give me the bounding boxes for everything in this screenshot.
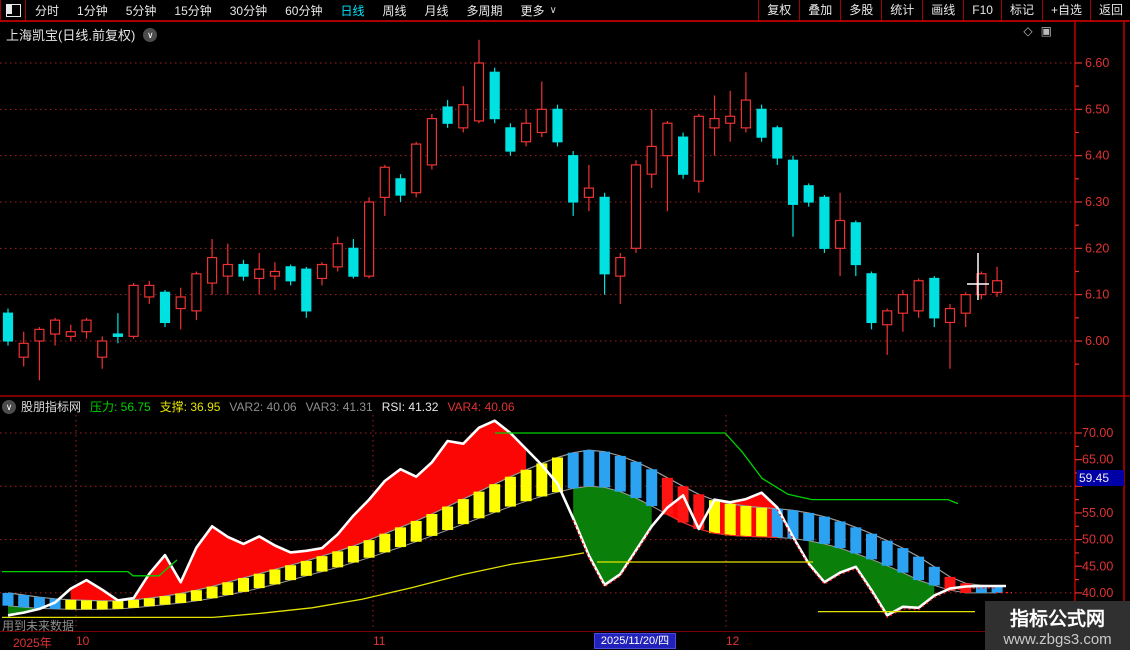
stock-title-row: 上海凯宝(日线.前复权) ∨ [6,25,158,44]
price-axis-label: 6.60 [1085,56,1109,70]
period-tab[interactable]: 更多 [520,3,545,18]
indicator-axis-label: 45.00 [1082,559,1113,573]
chart-corner-icons: ◇▣ [1023,24,1060,38]
toolbar-button[interactable]: 叠加 [799,0,840,20]
title-dropdown-icon[interactable]: ∨ [143,27,158,42]
period-tabs: 分时 1分钟 5分钟 15分钟 30分钟 60分钟 日线 周线 月线 多周期 更多 [26,2,554,19]
price-axis-label: 6.30 [1085,195,1109,209]
watermark: 指标公式网 www.zbgs3.com [985,601,1130,650]
toolbar-button[interactable]: 返回 [1089,0,1130,20]
indicator-field: 压力: 56.75 [90,400,151,414]
indicator-axis-label: 50.00 [1082,533,1113,547]
price-axis-label: 6.20 [1085,241,1109,255]
indicator-source: 股朋指标网 [21,400,82,414]
price-axis-label: 6.50 [1085,102,1109,116]
indicator-axis-label: 55.00 [1082,506,1113,520]
period-tab[interactable]: 15分钟 [174,3,212,18]
toolbar-button[interactable]: 画线 [922,0,963,20]
chevron-down-icon[interactable]: ∨ [549,4,557,16]
toolbar-button[interactable]: 多股 [840,0,881,20]
watermark-url: www.zbgs3.com [1003,631,1112,648]
indicator-value-tag: 59.45 [1077,470,1124,486]
toolbar-button[interactable]: +自选 [1041,0,1090,20]
indicator-field: VAR4: 40.06 [447,400,515,414]
period-tab[interactable]: 60分钟 [285,3,323,18]
period-tab[interactable]: 1分钟 [77,3,108,18]
price-axis-label: 6.40 [1085,149,1109,163]
price-axis-label: 6.10 [1085,288,1109,302]
indicator-axis-label: 70.00 [1082,426,1113,440]
timeline-month: 10 [76,634,90,648]
indicator-field: VAR2: 40.06 [229,400,297,414]
indicator-values: 压力: 56.75 支撑: 36.95 VAR2: 40.06 VAR3: 41.31… [90,398,524,415]
toolbar-button[interactable]: 统计 [881,0,922,20]
selected-date-badge: 2025/11/20/四 [594,633,676,649]
timeline-month: 12 [726,634,740,648]
toolbar-button[interactable]: 复权 [758,0,799,20]
period-tab[interactable]: 周线 [382,3,407,18]
indicator-header: ∨ 股朋指标网 压力: 56.75 支撑: 36.95 VAR2: 40.06 VAR… [2,398,524,415]
top-toolbar: 分时 1分钟 5分钟 15分钟 30分钟 60分钟 日线 周线 月线 多周期 更多 ∨ 复权 叠加 多股… [0,0,1130,22]
indicator-axis-label: 40.00 [1082,586,1113,600]
indicator-field: RSI: 41.32 [381,400,439,414]
indicator-axis-label: 65.00 [1082,453,1113,467]
indicator-field: 支撑: 36.95 [159,400,221,414]
toolbar-button[interactable]: 标记 [1000,0,1042,20]
stock-title: 上海凯宝(日线.前复权) [6,28,136,43]
toolbar-button[interactable]: F10 [963,0,1001,20]
split-view-icon[interactable]: ▣ [1040,24,1060,38]
price-axis-label: 6.00 [1085,334,1109,348]
period-tab[interactable]: 月线 [424,3,449,18]
timeline-month: 11 [373,634,386,648]
period-tab[interactable]: 多周期 [466,3,503,18]
diamond-icon[interactable]: ◇ [1023,24,1041,38]
indicator-dropdown-icon[interactable]: ∨ [2,399,16,414]
period-tab[interactable]: 30分钟 [229,3,268,18]
window-layout-icon[interactable] [1,0,26,20]
period-tab[interactable]: 日线 [340,3,365,18]
future-data-note: 用到未来数据 [2,619,75,633]
toolbar-buttons: 复权 叠加 多股 统计 画线 F10 标记 +自选 返回 [758,0,1130,20]
period-tab[interactable]: 分时 [35,3,60,18]
period-tab[interactable]: 5分钟 [125,3,157,18]
timeline-bar[interactable]: 2025年 10 11 12 2025/11/20/四 [0,632,1130,650]
indicator-field: VAR3: 41.31 [305,400,373,414]
watermark-title: 指标公式网 [1009,609,1105,630]
timeline-year: 2025年 [13,636,52,650]
